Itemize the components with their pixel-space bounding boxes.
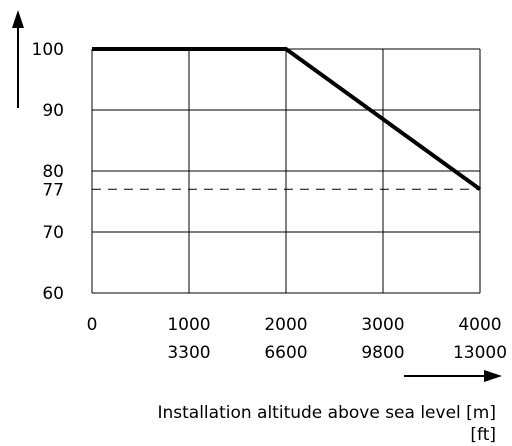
x-axis-arrow-head <box>484 370 502 382</box>
y-tick-label: 100 <box>32 40 64 60</box>
x-tick-label-m: 2000 <box>264 315 307 335</box>
x-tick-label-ft: 13000 <box>453 343 507 363</box>
x-axis-unit-label: [ft] <box>470 425 496 445</box>
y-tick-label: 60 <box>42 284 64 304</box>
x-tick-label-ft: 9800 <box>361 343 404 363</box>
x-tick-label-m: 4000 <box>458 315 501 335</box>
y-tick-label: 77 <box>42 180 64 200</box>
y-tick-label: 80 <box>42 162 64 182</box>
y-tick-label: 70 <box>42 223 64 243</box>
y-axis-arrow-head <box>12 10 24 28</box>
x-tick-label-ft: 6600 <box>264 343 307 363</box>
x-axis-label: Installation altitude above sea level [m… <box>157 403 496 423</box>
x-tick-labels: 0 1000 3300 2000 6600 3000 9800 4000 13000 <box>87 315 507 363</box>
x-tick-label-m: 1000 <box>167 315 210 335</box>
grid <box>92 49 480 293</box>
x-tick-label-m: 0 <box>87 315 98 335</box>
x-tick-label-m: 3000 <box>361 315 404 335</box>
y-tick-label: 90 <box>42 101 64 121</box>
x-tick-label-ft: 3300 <box>167 343 210 363</box>
